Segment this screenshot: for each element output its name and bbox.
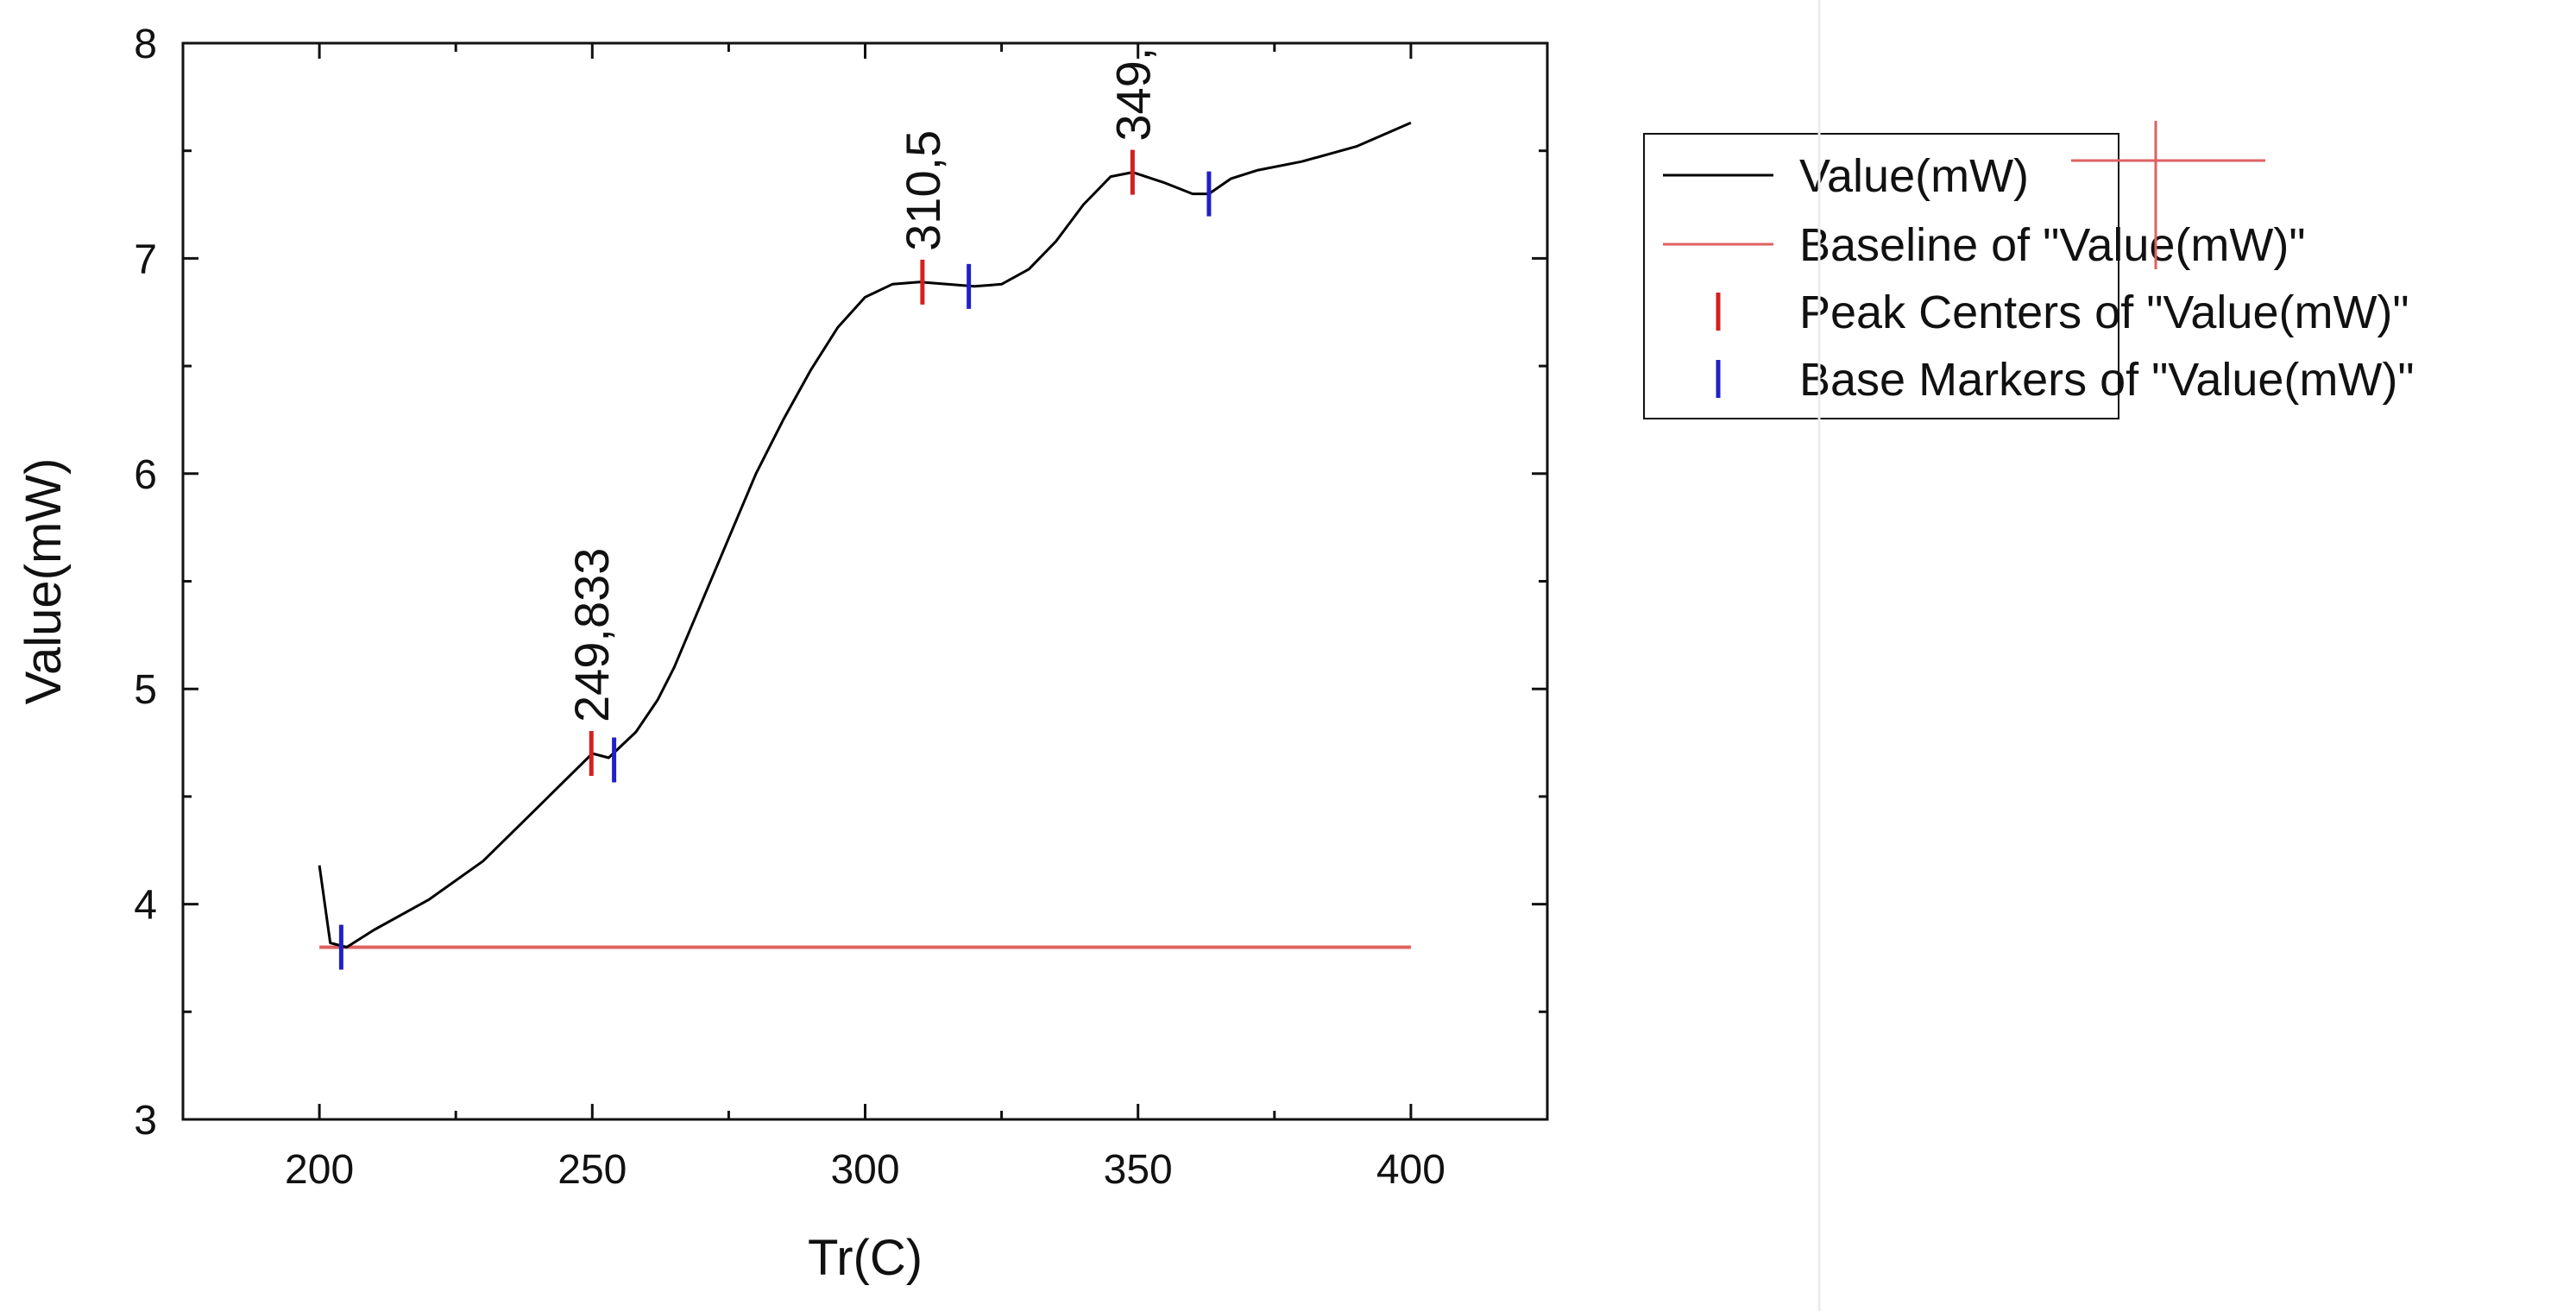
y-tick-label: 7 xyxy=(134,236,157,282)
legend-entry-label: Baseline of "Value(mW)" xyxy=(1799,219,2306,271)
peak-label: 349, xyxy=(1105,47,1160,142)
y-tick-label: 3 xyxy=(134,1098,157,1144)
x-axis-ticks: 200 250 300 350 400 xyxy=(181,43,1549,1193)
peak-label: 310,5 xyxy=(896,130,950,251)
value-series-line xyxy=(318,121,1412,949)
legend-entry-label: Base Markers of "Value(mW)" xyxy=(1799,354,2415,406)
y-axis-ticks: 3 4 5 6 7 8 xyxy=(134,22,1547,1144)
legend: Value(mW) Baseline of "Value(mW)" Peak Cen… xyxy=(1643,121,2415,419)
x-tick-label: 200 xyxy=(285,1147,354,1193)
y-tick-label: 8 xyxy=(134,22,157,67)
x-tick-label: 300 xyxy=(830,1147,899,1193)
plot-frame xyxy=(181,41,1549,1121)
x-tick-label: 250 xyxy=(557,1147,627,1193)
legend-entry-label: Peak Centers of "Value(mW)" xyxy=(1799,287,2409,338)
y-tick-label: 6 xyxy=(134,452,157,498)
peak-label: 249,833 xyxy=(564,548,619,722)
x-tick-label: 400 xyxy=(1376,1147,1445,1193)
x-axis-title: Tr(C) xyxy=(808,1230,923,1286)
y-tick-label: 4 xyxy=(134,883,157,929)
legend-entry-label: Value(mW) xyxy=(1799,150,2029,202)
legend-box xyxy=(1643,133,2119,419)
x-tick-label: 350 xyxy=(1104,1147,1173,1193)
y-tick-label: 5 xyxy=(134,667,157,713)
y-axis-title: Value(mW) xyxy=(16,458,72,705)
